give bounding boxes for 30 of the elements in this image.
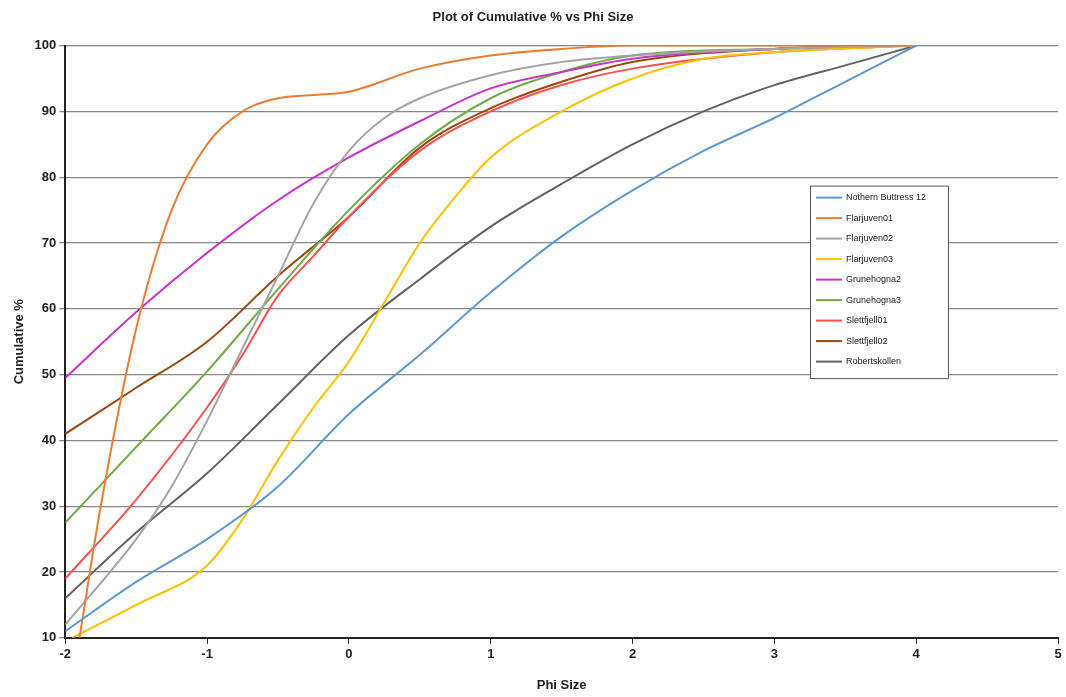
y-tick-label: 30: [41, 497, 57, 513]
legend-label: Flarjuven03: [846, 253, 894, 264]
legend-label: Flarjuven01: [846, 212, 894, 223]
x-tick-label: 3: [770, 646, 778, 662]
x-tick-label: 4: [912, 646, 921, 662]
y-tick-label: 20: [41, 563, 57, 579]
x-tick-label: -1: [201, 646, 213, 662]
legend-label: Slettfjell02: [846, 335, 888, 346]
x-tick-label: 2: [628, 646, 637, 662]
y-tick-label: 70: [41, 234, 57, 250]
x-tick-label: 0: [345, 646, 353, 662]
y-tick-label: 10: [41, 629, 57, 645]
legend-label: Slettfjell01: [846, 315, 888, 326]
y-tick-label: 40: [41, 431, 57, 447]
y-tick-label: 60: [41, 300, 57, 316]
y-tick-label: 90: [41, 102, 57, 118]
legend-label: Robertskollen: [846, 356, 902, 367]
legend-label: Flarjuven02: [846, 233, 894, 244]
chart-title: Plot of Cumulative % vs Phi Size: [432, 9, 634, 25]
x-axis-title: Phi Size: [536, 676, 587, 692]
y-tick-label: 50: [41, 366, 57, 382]
y-tick-label: 80: [41, 168, 57, 184]
x-tick-label: 5: [1054, 646, 1062, 662]
x-tick-label: 1: [487, 646, 495, 662]
x-tick-label: -2: [59, 646, 72, 662]
y-axis-title: Cumulative %: [11, 298, 27, 385]
legend-label: Grunehogna3: [846, 294, 902, 305]
y-tick-label: 100: [34, 37, 57, 53]
legend-label: Grunehogna2: [846, 274, 902, 285]
legend-label: Nothern Buttress 12: [846, 192, 927, 203]
